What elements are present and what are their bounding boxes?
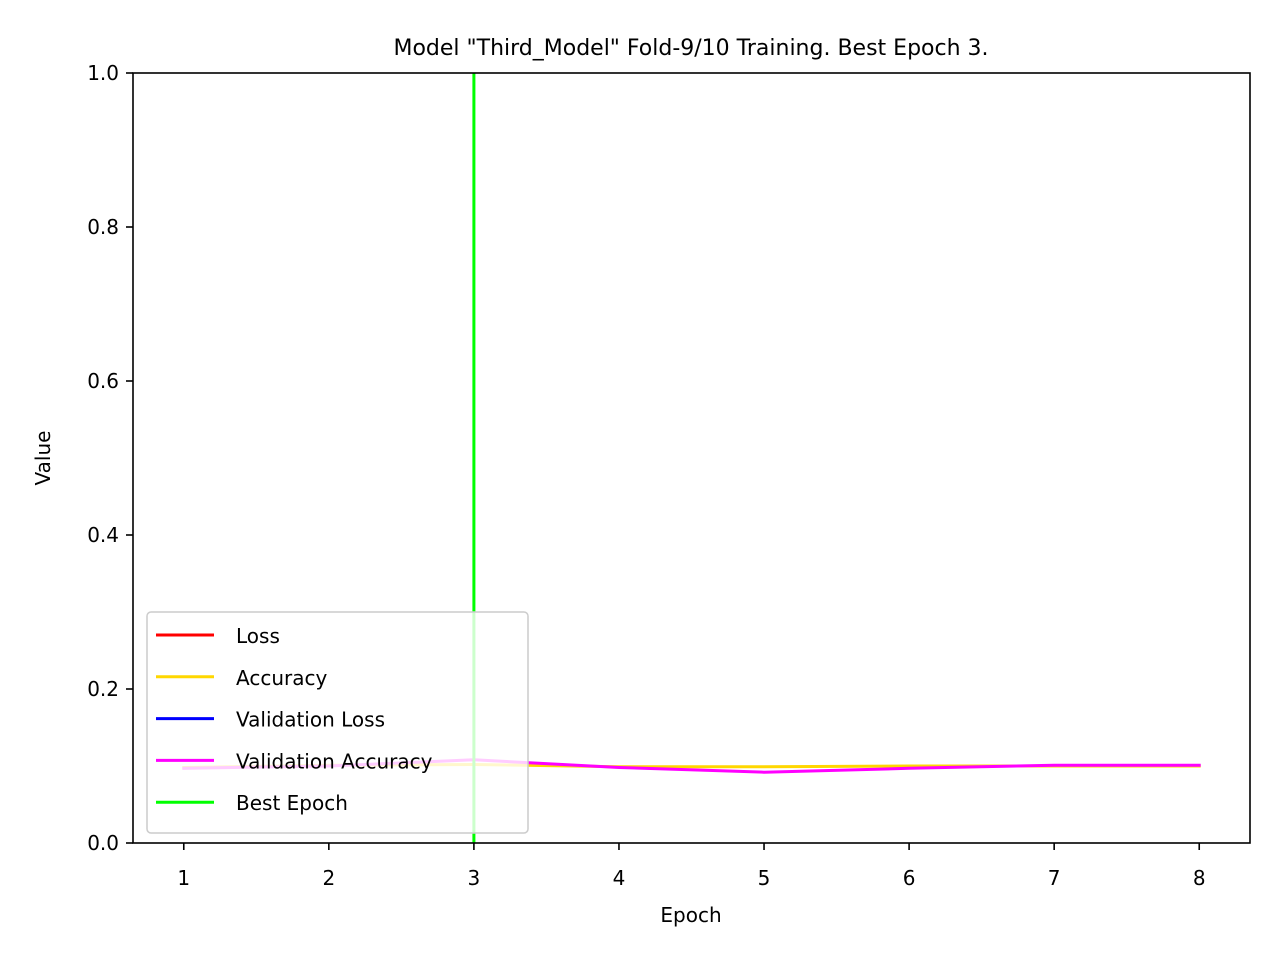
y-tick-label: 0.8 xyxy=(87,215,119,239)
plot-area: 1 2 3 4 5 6 7 8 0.0 0.2 0.4 0.6 0.8 1.0 xyxy=(87,61,1251,890)
x-axis-label: Epoch xyxy=(660,903,721,927)
legend-label: Validation Accuracy xyxy=(236,749,433,773)
y-tick-label: 0.2 xyxy=(87,677,119,701)
axes-frame xyxy=(132,72,1251,844)
legend-label: Validation Loss xyxy=(236,708,385,732)
legend: Loss Accuracy Validation Loss Validation Ac… xyxy=(146,611,529,834)
legend-label: Accuracy xyxy=(236,666,327,690)
y-tick-label: 0.0 xyxy=(87,831,119,855)
y-axis-label: Value xyxy=(31,431,55,486)
y-tick-label: 0.4 xyxy=(87,523,119,547)
x-tick-label: 4 xyxy=(613,866,626,890)
x-tick-label: 6 xyxy=(903,866,916,890)
legend-label: Loss xyxy=(236,624,280,648)
x-tick-label: 2 xyxy=(322,866,335,890)
y-tick-label: 0.6 xyxy=(87,369,119,393)
x-tick-label: 3 xyxy=(468,866,481,890)
x-tick-label: 8 xyxy=(1193,866,1206,890)
x-tick-label: 1 xyxy=(177,866,190,890)
legend-box xyxy=(146,611,529,834)
legend-label: Best Epoch xyxy=(236,791,348,815)
x-tick-label: 5 xyxy=(758,866,771,890)
y-tick-label: 1.0 xyxy=(87,61,119,85)
x-tick-label: 7 xyxy=(1048,866,1061,890)
chart-title: Model "Third_Model" Fold-9/10 Training. … xyxy=(393,36,988,61)
